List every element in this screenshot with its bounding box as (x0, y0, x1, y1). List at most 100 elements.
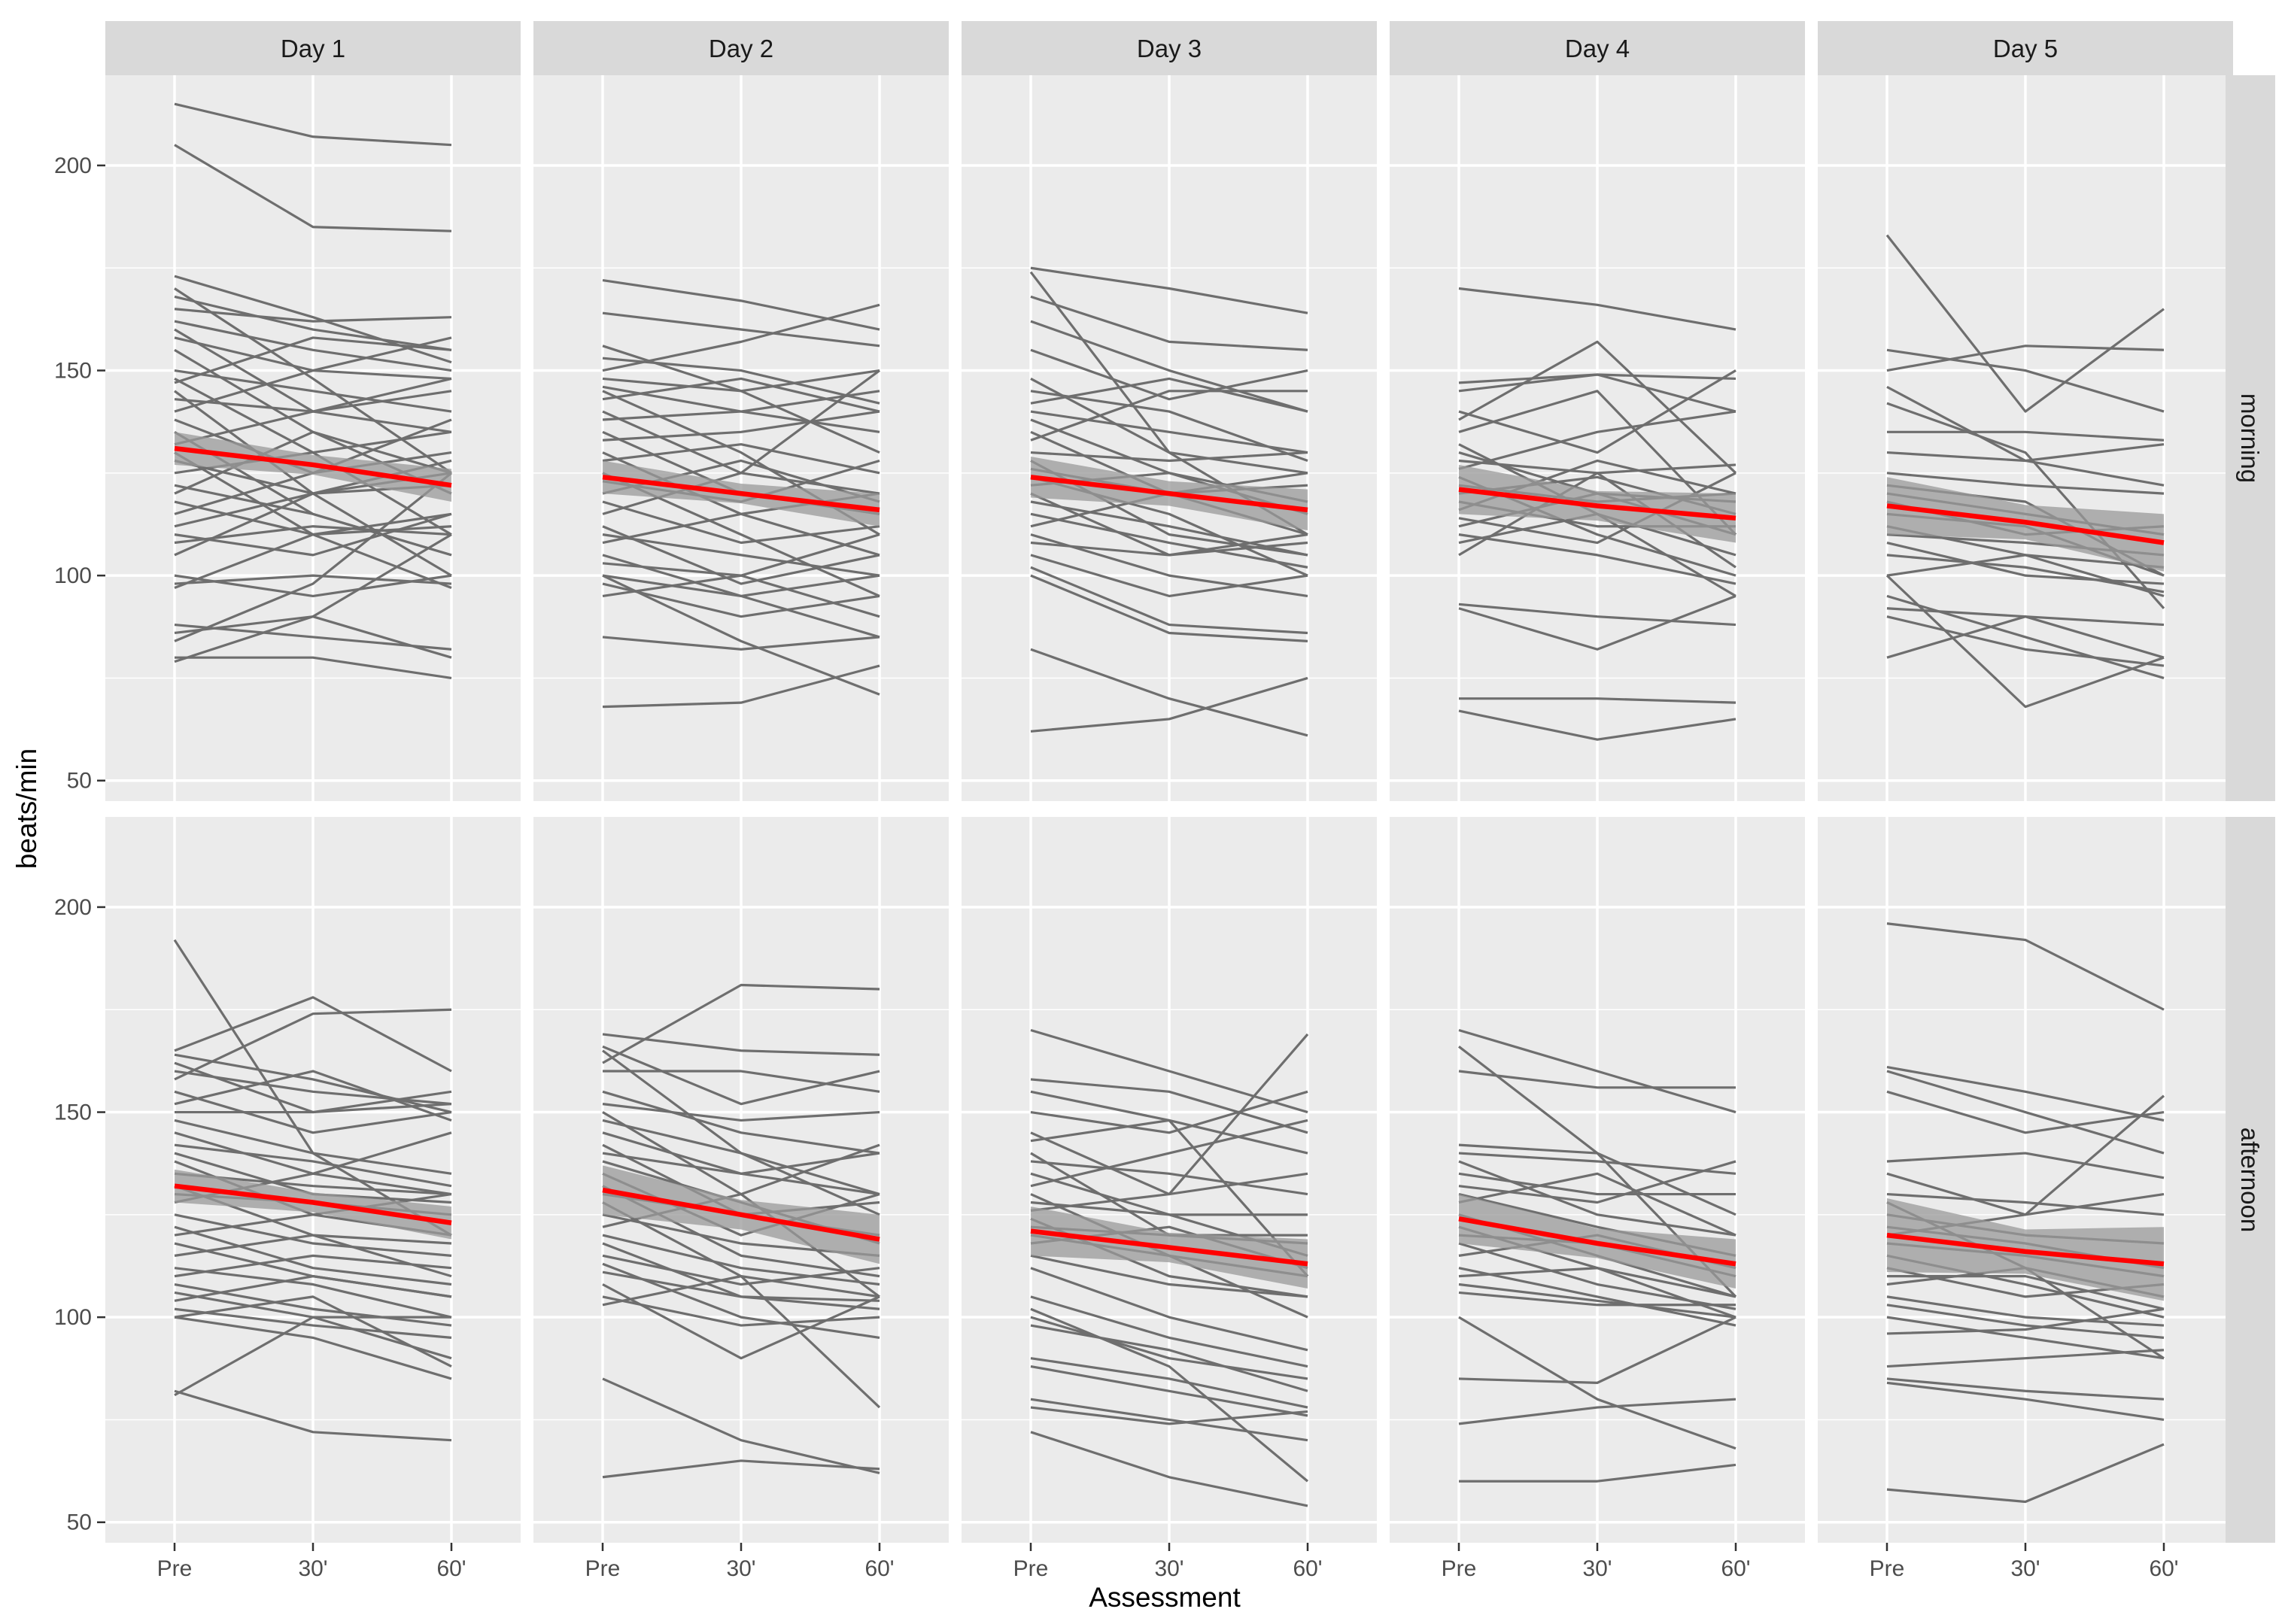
subject-line (1030, 320, 1308, 413)
x-axis-day-1: Pre 30' 60' (157, 1543, 466, 1581)
subject-line (602, 574, 880, 696)
subject-line (1886, 1381, 2165, 1422)
x-tick-label: 60' (1293, 1556, 1322, 1581)
subject-line (602, 303, 880, 372)
subject-line (1030, 1364, 1308, 1417)
subject-line (1030, 1295, 1308, 1368)
subject-line (174, 1295, 452, 1367)
subject-line (1458, 594, 1736, 651)
subject-line (1886, 1316, 2165, 1360)
subject-line (1885, 574, 2165, 709)
y-tick-label: 150 (54, 359, 92, 384)
x-tick-label: 60' (1721, 1556, 1750, 1581)
x-tick-label: 60' (864, 1556, 894, 1581)
subject-line (1886, 1349, 2165, 1368)
y-axis-title: beats/min (11, 748, 42, 869)
subject-line (1458, 1160, 1736, 1237)
trend-line (174, 445, 452, 488)
subject-line (174, 484, 452, 557)
subject-line (1886, 1192, 2165, 1216)
subject-line (1886, 1090, 2165, 1134)
x-tick-label: Pre (1870, 1556, 1905, 1581)
subject-line (1458, 390, 1737, 536)
subject-line (1886, 1152, 2165, 1179)
x-axis-day-4: Pre 30' 60' (1442, 1543, 1751, 1581)
subject-line (602, 574, 880, 639)
subject-line (1458, 1028, 1736, 1114)
subject-line (174, 336, 452, 384)
subject-line (174, 1070, 452, 1122)
subject-line (1030, 377, 1308, 413)
subject-line (174, 1143, 452, 1188)
subject-line (1886, 1070, 2165, 1155)
trend-line (602, 475, 880, 513)
subject-line (602, 390, 880, 421)
subject-line (1030, 410, 1308, 454)
subject-line (1458, 603, 1736, 627)
subject-line (1885, 234, 2165, 413)
subject-line (602, 664, 880, 709)
subject-line (602, 1103, 880, 1122)
panel-morning-day-1 (105, 75, 521, 801)
subject-line (1887, 1275, 2165, 1310)
subject-line (1886, 1304, 2165, 1339)
row-strip-label: morning (2236, 393, 2264, 483)
subject-line (174, 1008, 452, 1081)
subject-line (1887, 430, 2165, 442)
subject-line (1030, 533, 1308, 597)
subject-line (1030, 1431, 1308, 1507)
strip-label: Day 3 (1137, 35, 1202, 62)
x-tick-label: Pre (585, 1556, 621, 1581)
panel-afternoon-day-1 (105, 817, 521, 1543)
subject-line (602, 1270, 880, 1310)
subject-line (1458, 1152, 1736, 1175)
subject-line (1886, 554, 2165, 593)
subject-line (602, 533, 880, 577)
subject-line (1030, 266, 1308, 314)
row-strip-label: afternoon (2236, 1128, 2264, 1232)
trend-line (1030, 1228, 1308, 1267)
subject-line (1886, 554, 2165, 577)
strip-label: Day 2 (709, 35, 773, 62)
subject-line (602, 1090, 880, 1155)
y-axis-morning: 50 100 150 200 (54, 153, 105, 794)
subject-line (602, 1033, 880, 1056)
subject-line (174, 1389, 452, 1442)
panel-morning-day-2 (533, 75, 949, 801)
strip-background (1818, 21, 2233, 75)
strip-day-4: Day 4 (1390, 21, 1805, 75)
subject-line (1458, 1267, 1736, 1298)
subject-line (602, 1459, 880, 1479)
panel-morning-day-5 (1818, 75, 2233, 801)
subject-line (1458, 1160, 1736, 1204)
subject-line (174, 533, 452, 663)
subject-line (602, 574, 880, 618)
subject-line (1030, 512, 1308, 569)
subject-line (174, 1267, 452, 1319)
subject-line (602, 525, 880, 585)
y-tick-label: 150 (54, 1100, 92, 1125)
subject-line (602, 1377, 880, 1474)
trend-line (1458, 487, 1736, 521)
subject-line (602, 983, 880, 1064)
subject-line (1030, 1119, 1308, 1188)
subject-line (602, 1275, 881, 1409)
subject-line (1886, 615, 2165, 659)
subject-line (174, 472, 452, 642)
strip-label: Day 1 (281, 35, 345, 62)
subject-line (1886, 1065, 2165, 1122)
subject-line (1030, 1398, 1308, 1442)
subject-line (602, 443, 880, 475)
strip-background (1390, 21, 1805, 75)
subject-line (602, 311, 880, 348)
subject-line (1030, 500, 1308, 557)
x-axes: Pre 30' 60' Pre 30' 60' Pre 30' 60' Pre 30' 60' Pre 3… (157, 1543, 2179, 1581)
subject-line (1458, 1291, 1736, 1307)
subject-line (603, 1070, 880, 1093)
subject-line (602, 357, 880, 405)
subject-line (1886, 615, 2165, 667)
subject-line (1886, 1295, 2165, 1327)
subject-line (602, 279, 880, 331)
subject-line (602, 369, 880, 515)
subject-line (1030, 451, 1308, 463)
